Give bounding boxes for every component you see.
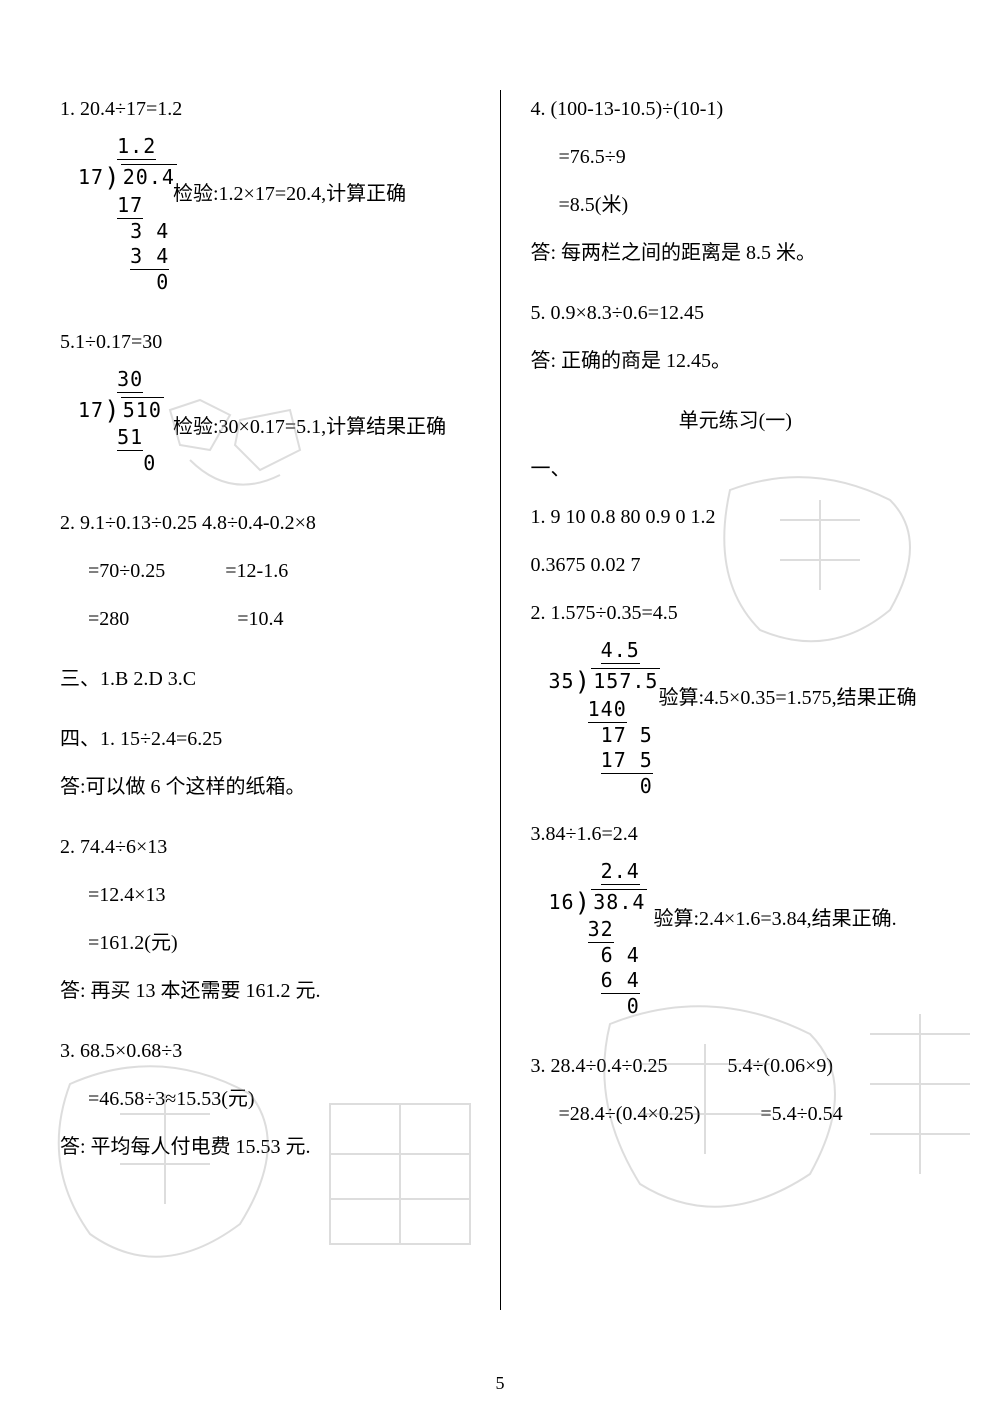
sec1-p2-heading: 2. 1.575÷0.35=4.5	[531, 594, 941, 632]
left-column: 1. 20.4÷17=1.2 1.2 17)20.4 17 3 4 3 4 0 …	[60, 90, 500, 1310]
section3: 三、1.B 2.D 3.C	[60, 660, 470, 698]
section4-q3a: 3. 68.5×0.68÷3	[60, 1032, 470, 1070]
q1b-heading: 5.1÷0.17=30	[60, 323, 470, 361]
q1-heading: 1. 20.4÷17=1.2	[60, 90, 470, 128]
section4-q2b: =12.4×13	[60, 876, 470, 914]
section4-q2a: 2. 74.4÷6×13	[60, 828, 470, 866]
section4-q2c: =161.2(元)	[60, 924, 470, 962]
q2-row2: =280 =10.4	[60, 600, 470, 638]
sec1-p3-row2: =28.4÷(0.4×0.25) =5.4÷0.54	[531, 1095, 941, 1133]
check-text-3: 验算:4.5×0.35=1.575,结果正确	[659, 686, 917, 711]
sec1-p1: 1. 9 10 0.8 80 0.9 0 1.2	[531, 498, 941, 536]
longdiv-2: 30 17)510 51 0 检验:30×0.17=5.1,计算结果正确	[78, 367, 164, 477]
r-q4c: =8.5(米)	[531, 186, 941, 224]
r-q5-ans: 答: 正确的商是 12.45。	[531, 342, 941, 380]
check-text-4: 验算:2.4×1.6=3.84,结果正确.	[654, 907, 897, 932]
section4-a1: 答:可以做 6 个这样的纸箱。	[60, 768, 470, 806]
section4-a2: 答: 再买 13 本还需要 161.2 元.	[60, 972, 470, 1010]
section4-a3: 答: 平均每人付电费 15.53 元.	[60, 1128, 470, 1166]
section4-q3b: =46.58÷3≈15.53(元)	[60, 1080, 470, 1118]
sec1-p1b: 0.3675 0.02 7	[531, 546, 941, 584]
r-q4b: =76.5÷9	[531, 138, 941, 176]
sec1-p2b-heading: 3.84÷1.6=2.4	[531, 815, 941, 853]
longdiv-3: 4.5 35)157.5 140 17 5 17 5 0 验算:4.5×0.35…	[549, 638, 661, 799]
r-q5a: 5. 0.9×8.3÷0.6=12.45	[531, 294, 941, 332]
sec1-p3-row1: 3. 28.4÷0.4÷0.25 5.4÷(0.06×9)	[531, 1047, 941, 1085]
sec1-label: 一、	[531, 450, 941, 488]
section4-q1: 四、1. 15÷2.4=6.25	[60, 720, 470, 758]
check-text-1: 检验:1.2×17=20.4,计算正确	[173, 182, 406, 207]
right-column: 4. (100-13-10.5)÷(10-1) =76.5÷9 =8.5(米) …	[501, 90, 941, 1310]
page-number: 5	[496, 1373, 505, 1394]
q2-heading: 2. 9.1÷0.13÷0.25 4.8÷0.4-0.2×8	[60, 504, 470, 542]
unit-title: 单元练习(一)	[531, 402, 941, 440]
q2-row1: =70÷0.25 =12-1.6	[60, 552, 470, 590]
longdiv-4: 2.4 16)38.4 32 6 4 6 4 0 验算:2.4×1.6=3.84…	[549, 859, 648, 1020]
r-q4-ans: 答: 每两栏之间的距离是 8.5 米。	[531, 234, 941, 272]
r-q4a: 4. (100-13-10.5)÷(10-1)	[531, 90, 941, 128]
longdiv-1: 1.2 17)20.4 17 3 4 3 4 0 检验:1.2×17=20.4,…	[78, 134, 177, 295]
check-text-2: 检验:30×0.17=5.1,计算结果正确	[173, 415, 446, 440]
